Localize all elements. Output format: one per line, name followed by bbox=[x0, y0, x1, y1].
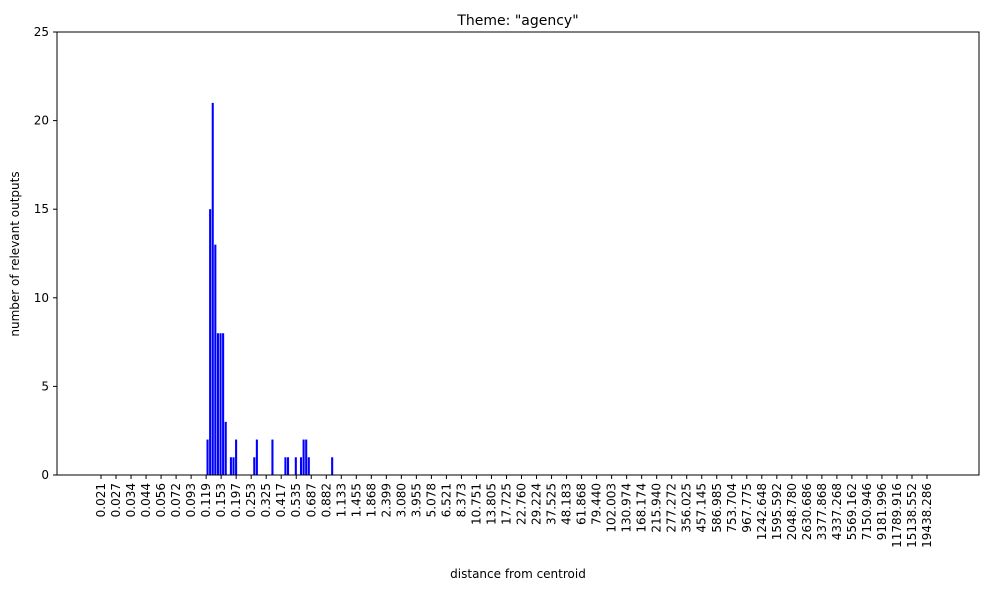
y-tick-label: 25 bbox=[34, 25, 49, 39]
bar bbox=[331, 457, 334, 475]
chart-title: Theme: "agency" bbox=[456, 13, 578, 29]
x-tick-label: 0.687 bbox=[304, 483, 318, 517]
x-tick-label: 1595.592 bbox=[770, 483, 784, 540]
y-tick-label: 10 bbox=[34, 291, 49, 305]
bar bbox=[299, 457, 303, 475]
x-tick-label: 0.325 bbox=[259, 483, 273, 517]
y-tick-label: 5 bbox=[41, 379, 49, 393]
x-tick-label: 19438.286 bbox=[920, 483, 934, 548]
x-tick-label: 61.868 bbox=[575, 483, 589, 525]
x-tick-label: 168.174 bbox=[635, 483, 649, 533]
x-tick-label: 4337.268 bbox=[830, 483, 844, 540]
x-tick-label: 2048.780 bbox=[785, 483, 799, 540]
x-tick-label: 0.882 bbox=[319, 483, 333, 517]
x-tick-label: 0.027 bbox=[109, 483, 123, 517]
x-tick-label: 3377.868 bbox=[815, 483, 829, 540]
bar bbox=[294, 457, 297, 475]
x-tick-label: 0.034 bbox=[124, 483, 138, 517]
y-tick-label: 15 bbox=[34, 202, 49, 216]
x-tick-label: 1.868 bbox=[364, 483, 378, 517]
x-tick-label: 8.373 bbox=[454, 483, 468, 517]
x-tick-label: 6.521 bbox=[439, 483, 453, 517]
x-tick-label: 15138.552 bbox=[905, 483, 919, 548]
x-tick-label: 0.535 bbox=[289, 483, 303, 517]
x-tick-label: 0.044 bbox=[139, 483, 153, 517]
x-tick-label: 5.078 bbox=[424, 483, 438, 517]
bar bbox=[255, 439, 258, 475]
x-tick-label: 1242.648 bbox=[755, 483, 769, 540]
x-tick-label: 0.197 bbox=[229, 483, 243, 517]
x-tick-label: 0.056 bbox=[154, 483, 168, 517]
x-tick-label: 130.974 bbox=[620, 483, 634, 533]
x-tick-label: 1.133 bbox=[334, 483, 348, 517]
x-tick-label: 5569.162 bbox=[845, 483, 859, 540]
x-tick-label: 0.253 bbox=[244, 483, 258, 517]
x-tick-label: 0.417 bbox=[274, 483, 288, 517]
bar bbox=[284, 457, 287, 475]
x-tick-label: 215.940 bbox=[650, 483, 664, 533]
x-axis-label: distance from centroid bbox=[450, 567, 586, 581]
bar bbox=[214, 244, 217, 475]
bar bbox=[232, 457, 235, 475]
bar bbox=[302, 439, 305, 475]
x-tick-label: 11789.916 bbox=[890, 483, 904, 548]
x-tick-label: 586.985 bbox=[710, 483, 724, 533]
bar bbox=[224, 421, 227, 475]
x-tick-label: 79.440 bbox=[590, 483, 604, 525]
x-tick-label: 3.955 bbox=[409, 483, 423, 517]
y-axis-label: number of relevant outputs bbox=[8, 171, 22, 336]
x-tick-label: 0.119 bbox=[199, 483, 213, 517]
bar bbox=[229, 457, 232, 475]
bar bbox=[222, 333, 225, 475]
bar bbox=[307, 457, 310, 475]
x-tick-label: 2.399 bbox=[379, 483, 393, 517]
x-tick-label: 356.025 bbox=[680, 483, 694, 533]
x-tick-label: 22.760 bbox=[515, 483, 529, 525]
x-tick-label: 0.153 bbox=[214, 483, 228, 517]
x-tick-label: 0.021 bbox=[94, 483, 108, 517]
x-tick-label: 0.072 bbox=[169, 483, 183, 517]
x-tick-label: 1.455 bbox=[349, 483, 363, 517]
bar bbox=[305, 439, 308, 475]
bar bbox=[253, 457, 256, 475]
x-tick-label: 17.725 bbox=[499, 483, 513, 525]
x-tick-label: 9181.996 bbox=[875, 483, 889, 540]
bar bbox=[286, 457, 290, 475]
x-tick-label: 967.775 bbox=[740, 483, 754, 533]
bar bbox=[206, 439, 209, 475]
bar bbox=[211, 102, 214, 475]
x-tick-label: 0.093 bbox=[184, 483, 198, 517]
x-tick-label: 13.805 bbox=[484, 483, 498, 525]
x-tick-label: 48.183 bbox=[560, 483, 574, 525]
x-tick-label: 2630.686 bbox=[800, 483, 814, 540]
x-tick-label: 457.145 bbox=[695, 483, 709, 533]
axes-frame bbox=[56, 31, 980, 476]
x-tick-label: 3.080 bbox=[394, 483, 408, 517]
bar bbox=[271, 439, 274, 475]
bar bbox=[219, 333, 222, 475]
bar bbox=[209, 209, 212, 475]
bar bbox=[235, 439, 238, 475]
x-tick-label: 29.224 bbox=[530, 483, 544, 525]
y-tick-label: 0 bbox=[41, 468, 49, 482]
x-tick-label: 10.751 bbox=[469, 483, 483, 525]
y-tick-label: 20 bbox=[34, 114, 49, 128]
bar bbox=[216, 333, 219, 475]
plot-area: 0 5 10 15 20 25 0.021 0.027 0.034 0.044 0.056 0.072… bbox=[34, 25, 980, 548]
x-tick-label: 753.704 bbox=[725, 483, 739, 533]
x-tick-label: 277.272 bbox=[665, 483, 679, 533]
x-tick-label: 7150.946 bbox=[860, 483, 874, 540]
x-tick-label: 102.003 bbox=[605, 483, 619, 533]
x-tick-label: 37.525 bbox=[545, 483, 559, 525]
